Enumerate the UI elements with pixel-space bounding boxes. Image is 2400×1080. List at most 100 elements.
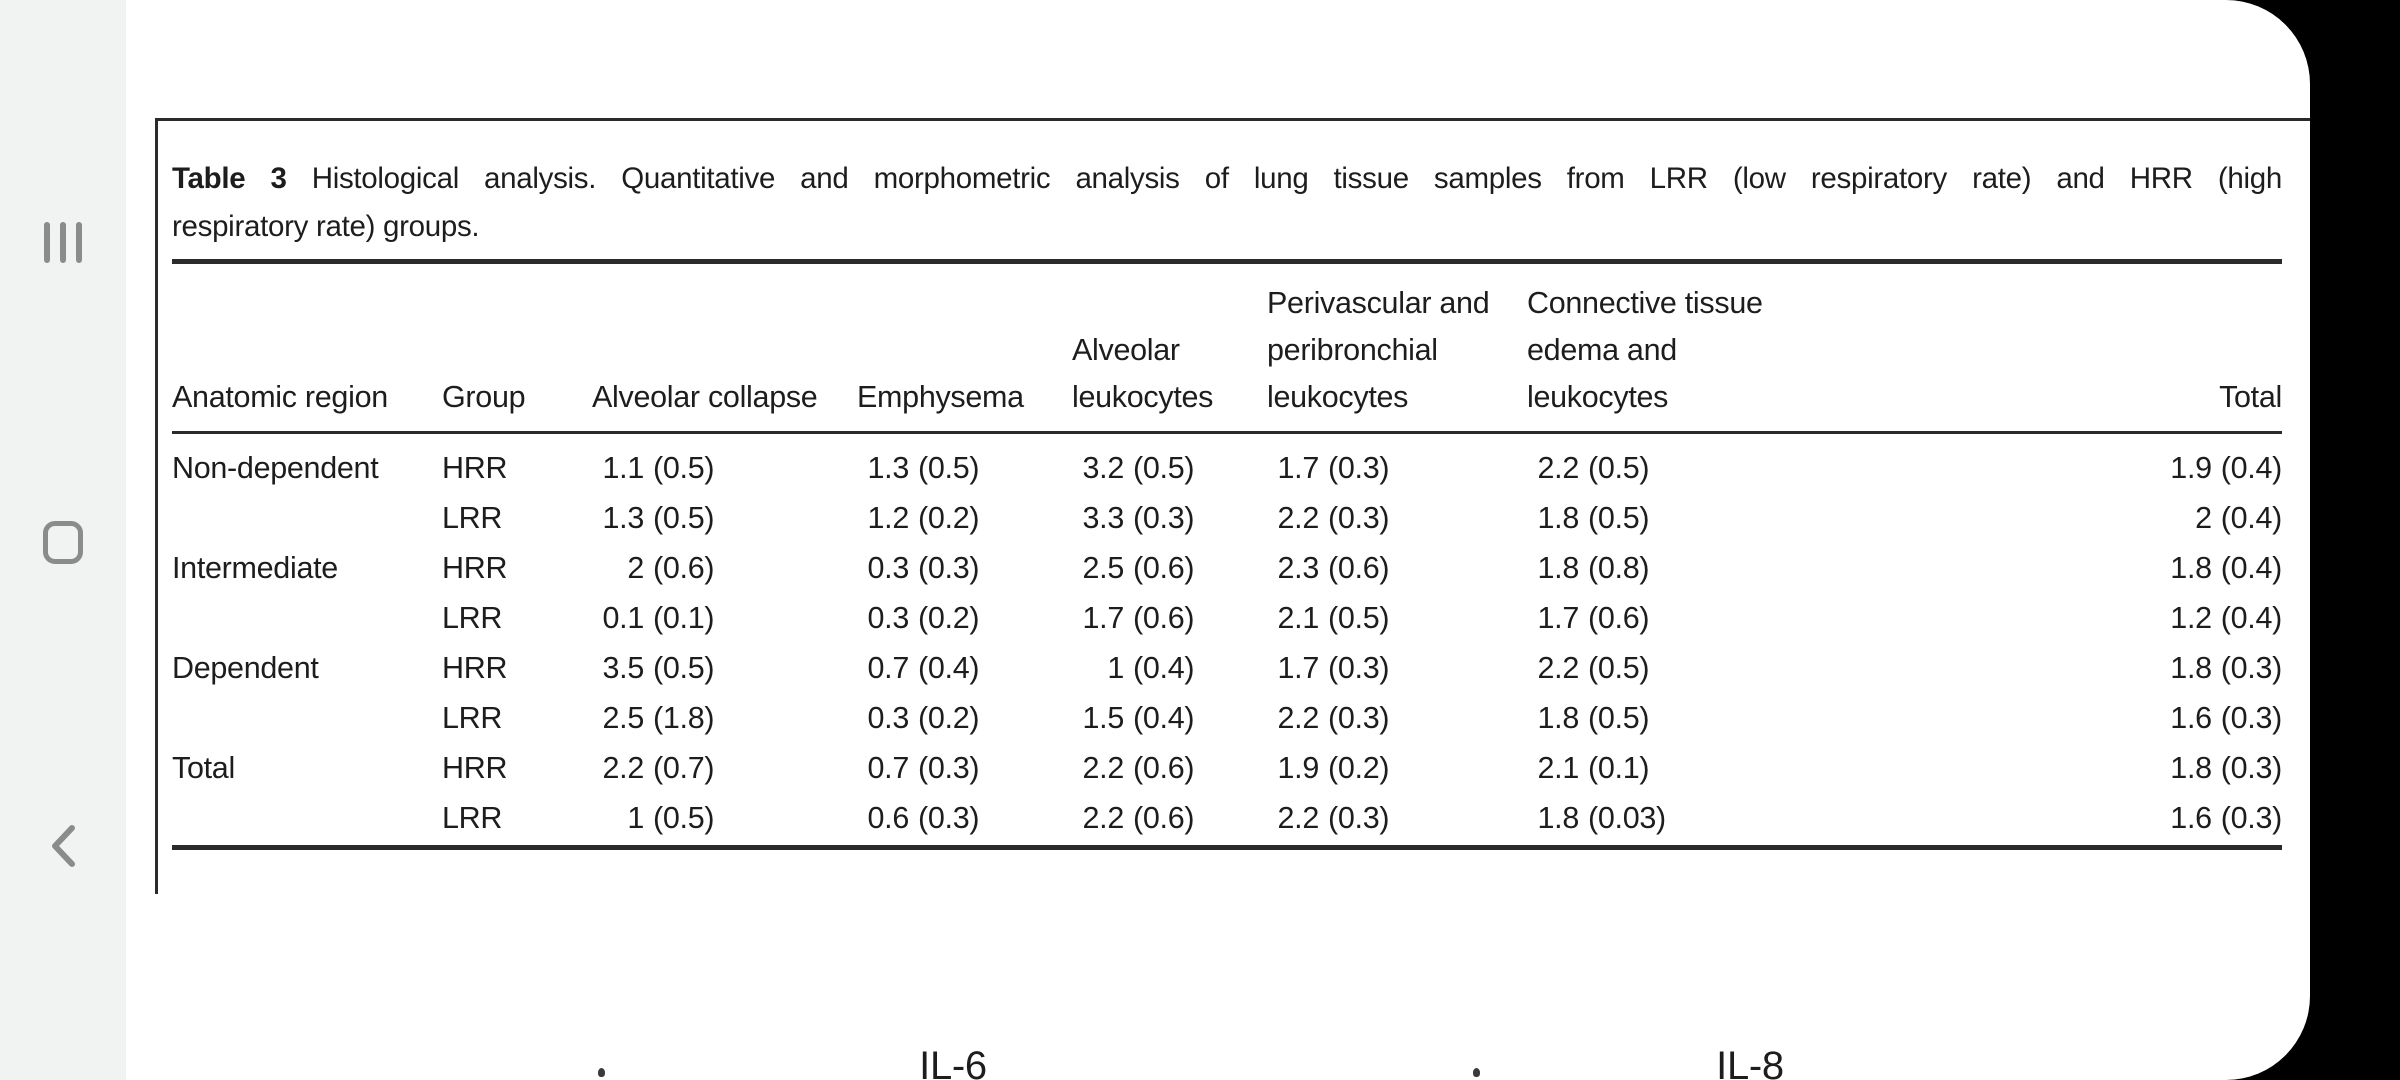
- table-rule-bottom: [172, 845, 2282, 850]
- value-cell: 0.3 (0.2): [867, 600, 980, 635]
- home-icon: [43, 521, 83, 564]
- value-cell: 1 (0.5): [627, 800, 715, 835]
- value-cell: 0.6 (0.3): [867, 800, 980, 835]
- value-cell: 2 (0.4): [2195, 500, 2282, 535]
- value-cell: 1.2 (0.2): [867, 500, 980, 535]
- column-header-anatomic-region: Anatomic region: [172, 380, 388, 414]
- back-button[interactable]: [0, 823, 126, 869]
- value-cell: 1.3 (0.5): [867, 450, 980, 485]
- recents-button[interactable]: [0, 222, 126, 263]
- value-cell: 1.9 (0.2): [1277, 750, 1390, 785]
- figure-mark: [1473, 1068, 1480, 1077]
- figure-panel-title-il8: IL-8: [1716, 1044, 1784, 1080]
- region-cell: Intermediate: [172, 550, 338, 585]
- column-header-total: Total: [2219, 380, 2282, 414]
- value-cell: 1.6 (0.3): [2170, 800, 2282, 835]
- table-row: LRR 1 (0.5) 0.6 (0.3) 2.2 (0.6) 2.2 (0.3) 1.8 (0.0…: [172, 793, 2282, 843]
- column-header-emphysema: Emphysema: [857, 380, 1024, 414]
- value-cell: 1.8 (0.3): [2170, 650, 2282, 685]
- table-rule-header: [172, 431, 2282, 434]
- home-button[interactable]: [0, 521, 126, 564]
- page-border-top: [155, 118, 2310, 121]
- value-cell: 1.9 (0.4): [2170, 450, 2282, 485]
- value-cell: 1.8 (0.5): [1537, 500, 1650, 535]
- region-cell: Non-dependent: [172, 450, 379, 485]
- table-caption: Table 3 Histological analysis. Quantitat…: [172, 155, 2282, 251]
- value-cell: 2.2 (0.7): [602, 750, 715, 785]
- table-row: LRR 0.1 (0.1) 0.3 (0.2) 1.7 (0.6) 2.1 (0.5) 1.7 (0…: [172, 593, 2282, 643]
- value-cell: 1.7 (0.3): [1277, 650, 1390, 685]
- group-cell: HRR: [442, 450, 508, 485]
- value-cell: 2.2 (0.5): [1537, 650, 1650, 685]
- value-cell: 2.2 (0.6): [1082, 800, 1195, 835]
- value-cell: 1.3 (0.5): [602, 500, 715, 535]
- group-cell: HRR: [442, 650, 508, 685]
- value-cell: 1.7 (0.3): [1277, 450, 1390, 485]
- value-cell: 2.1 (0.5): [1277, 600, 1390, 635]
- value-cell: 1 (0.4): [1107, 650, 1195, 685]
- value-cell: 1.8 (0.5): [1537, 700, 1650, 735]
- document-page[interactable]: Table 3 Histological analysis. Quantitat…: [126, 0, 2310, 1080]
- value-cell: 1.8 (0.4): [2170, 550, 2282, 585]
- value-cell: 1.8 (0.03): [1537, 800, 1667, 835]
- value-cell: 0.3 (0.2): [867, 700, 980, 735]
- value-cell: 1.5 (0.4): [1082, 700, 1195, 735]
- value-cell: 1.1 (0.5): [602, 450, 715, 485]
- value-cell: 2 (0.6): [627, 550, 715, 585]
- value-cell: 2.5 (1.8): [602, 700, 715, 735]
- value-cell: 2.2 (0.6): [1082, 750, 1195, 785]
- value-cell: 0.7 (0.3): [867, 750, 980, 785]
- value-cell: 0.1 (0.1): [602, 600, 715, 635]
- table-row: Non-dependent HRR 1.1 (0.5) 1.3 (0.5) 3.2 (0.5)…: [172, 443, 2282, 493]
- value-cell: 0.7 (0.4): [867, 650, 980, 685]
- value-cell: 2.2 (0.3): [1277, 800, 1390, 835]
- table-caption-line1: Table 3 Histological analysis. Quantitat…: [172, 155, 2282, 203]
- table-rule-top: [172, 259, 2282, 264]
- value-cell: 2.2 (0.3): [1277, 500, 1390, 535]
- android-nav-sidebar: [0, 0, 126, 1080]
- column-header-perivascular-and: Perivascular and peribronchial leukocytes: [1267, 286, 1490, 414]
- value-cell: 1.7 (0.6): [1537, 600, 1650, 635]
- table-caption-text: Histological analysis. Quantitative and …: [311, 162, 2283, 195]
- value-cell: 3.3 (0.3): [1082, 500, 1195, 535]
- group-cell: LRR: [442, 700, 503, 735]
- table-caption-label: Table 3: [172, 162, 287, 195]
- group-cell: HRR: [442, 750, 508, 785]
- column-header-connective-tissue: Connective tissue edema and leukocytes: [1527, 286, 1763, 414]
- region-cell: Dependent: [172, 650, 319, 685]
- column-header-alveolar-collapse: Alveolar collapse: [592, 380, 818, 414]
- value-cell: 3.2 (0.5): [1082, 450, 1195, 485]
- value-cell: 1.2 (0.4): [2170, 600, 2282, 635]
- value-cell: 3.5 (0.5): [602, 650, 715, 685]
- region-cell: Total: [172, 750, 235, 785]
- table-row: Dependent HRR 3.5 (0.5) 0.7 (0.4) 1 (0.4) 1.7 (0.…: [172, 643, 2282, 693]
- page-border-left: [155, 118, 158, 894]
- column-header-group: Group: [442, 380, 526, 414]
- table-row: Intermediate HRR 2 (0.6) 0.3 (0.3) 2.5 (0.6) 2.3…: [172, 543, 2282, 593]
- value-cell: 1.7 (0.6): [1082, 600, 1195, 635]
- recents-icon: [44, 222, 82, 263]
- value-cell: 0.3 (0.3): [867, 550, 980, 585]
- value-cell: 1.8 (0.8): [1537, 550, 1650, 585]
- value-cell: 2.2 (0.5): [1537, 450, 1650, 485]
- value-cell: 1.8 (0.3): [2170, 750, 2282, 785]
- value-cell: 2.3 (0.6): [1277, 550, 1390, 585]
- figure-panel-title-il6: IL-6: [919, 1044, 987, 1080]
- column-header-alveolar: Alveolar leukocytes: [1072, 333, 1214, 414]
- group-cell: LRR: [442, 800, 503, 835]
- value-cell: 2.2 (0.3): [1277, 700, 1390, 735]
- group-cell: LRR: [442, 600, 503, 635]
- group-cell: HRR: [442, 550, 508, 585]
- table-row: Total HRR 2.2 (0.7) 0.7 (0.3) 2.2 (0.6) 1.9 (0.2)…: [172, 743, 2282, 793]
- table-caption-line2: respiratory rate) groups.: [172, 210, 480, 243]
- table-body: Non-dependent HRR 1.1 (0.5) 1.3 (0.5) 3.2 (0.5)…: [172, 434, 2282, 845]
- value-cell: 2.1 (0.1): [1537, 750, 1650, 785]
- back-icon: [52, 825, 75, 867]
- value-cell: 1.6 (0.3): [2170, 700, 2282, 735]
- table-row: LRR 2.5 (1.8) 0.3 (0.2) 1.5 (0.4) 2.2 (0.3) 1.8 (0…: [172, 693, 2282, 743]
- figure-mark: [598, 1068, 605, 1077]
- table-header-row: Anatomic region Group Alveolar collapse Emp…: [172, 264, 2282, 431]
- table-row: LRR 1.3 (0.5) 1.2 (0.2) 3.3 (0.3) 2.2 (0.3) 1.8 (0…: [172, 493, 2282, 543]
- value-cell: 2.5 (0.6): [1082, 550, 1195, 585]
